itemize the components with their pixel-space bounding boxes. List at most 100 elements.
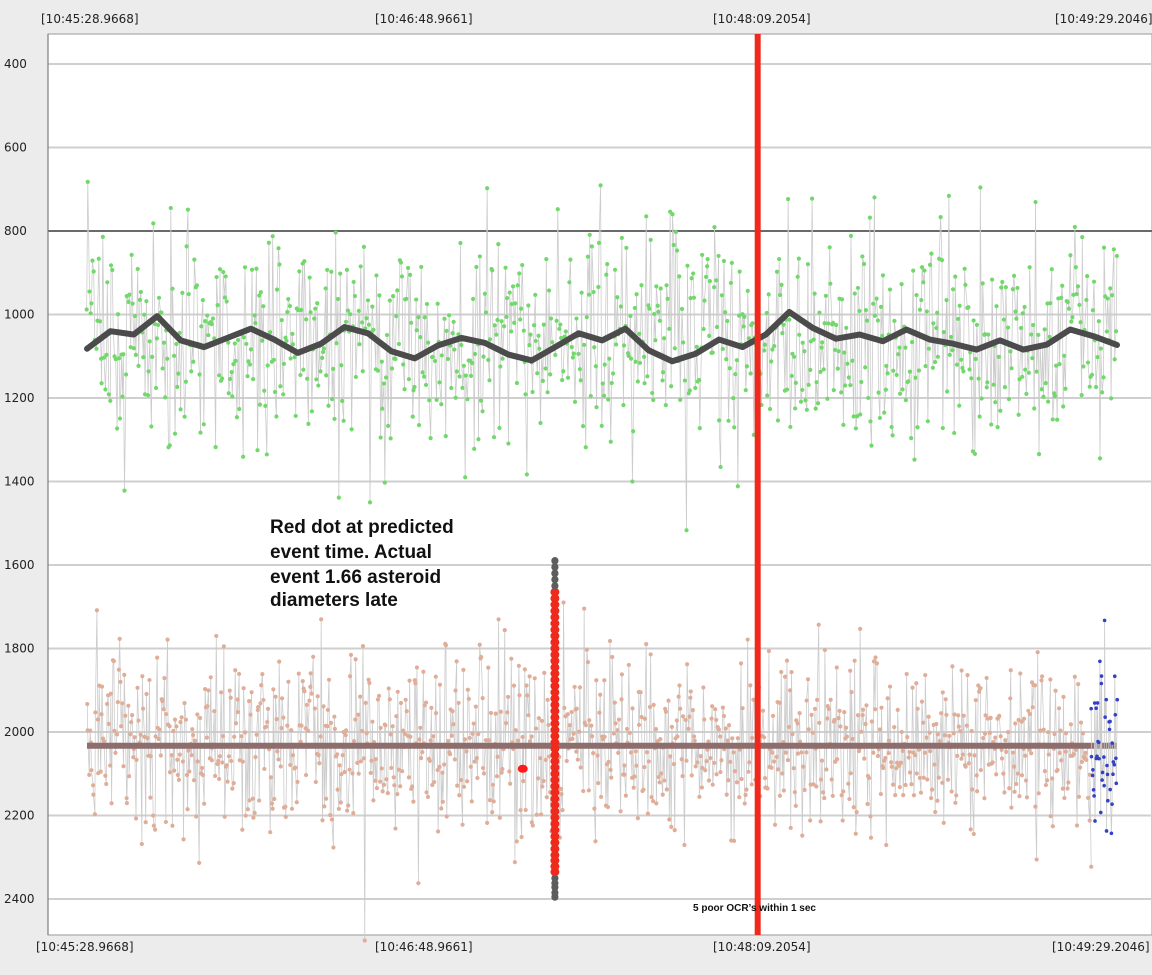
comparison-series-point: [814, 784, 819, 789]
target-series-point: [528, 332, 533, 337]
target-series-point: [447, 313, 452, 318]
target-series-point: [513, 301, 518, 306]
comparison-series-point: [1050, 824, 1055, 829]
comparison-series-point: [104, 781, 109, 787]
target-series-point: [504, 314, 509, 320]
comparison-series-point: [265, 719, 270, 725]
target-series-point: [129, 252, 134, 257]
plot-area: [47, 33, 1152, 936]
target-series-point: [571, 351, 576, 356]
target-series-point: [298, 372, 303, 378]
comparison-series-point: [506, 694, 511, 700]
comparison-series-point: [545, 697, 550, 702]
target-series-point: [386, 423, 391, 428]
comparison-series-point: [1072, 674, 1077, 679]
comparison-series-point: [662, 778, 667, 783]
target-series-point: [329, 269, 334, 274]
comparison-series-point: [1073, 747, 1078, 753]
comparison-series-point: [139, 841, 144, 847]
comparison-series-point: [472, 759, 477, 764]
comparison-series-point: [239, 734, 244, 739]
comparison-series-point: [153, 734, 158, 739]
comparison-series-point: [1019, 773, 1025, 778]
comparison-series-point: [596, 781, 601, 786]
target-series-point: [1006, 397, 1012, 402]
comparison-series-point: [99, 684, 105, 689]
target-series-point: [540, 378, 546, 383]
target-series-point: [969, 376, 974, 381]
comparison-series-point: [163, 819, 168, 825]
target-series-point: [558, 322, 563, 327]
target-series-point: [487, 337, 493, 342]
target-series-point: [593, 364, 598, 369]
target-series-point: [343, 319, 349, 324]
target-series-point: [389, 366, 395, 371]
target-series-point: [863, 308, 869, 313]
comparison-series-point: [594, 678, 599, 683]
comparison-series-point: [325, 724, 330, 729]
comparison-series-point: [447, 751, 453, 757]
comparison-series-point: [317, 761, 322, 766]
comparison-series-point: [695, 760, 700, 765]
target-series-point: [1002, 385, 1008, 390]
comparison-series-point: [214, 633, 219, 639]
target-series-point: [1019, 325, 1024, 331]
outside-series-point: [1114, 781, 1119, 786]
comparison-series-point: [577, 685, 583, 690]
target-series-point: [748, 371, 753, 376]
comparison-series-point: [522, 667, 527, 672]
comparison-series-point: [575, 757, 580, 762]
comparison-series-point: [855, 713, 861, 718]
comparison-series-point: [147, 677, 152, 683]
comparison-series-point: [165, 637, 170, 642]
comparison-series-point: [726, 778, 731, 783]
comparison-series-point: [809, 712, 814, 718]
target-series-point: [500, 356, 505, 361]
target-series-point: [332, 416, 337, 422]
comparison-series-point: [869, 719, 874, 724]
comparison-series-point: [626, 662, 631, 668]
target-series-point: [654, 284, 659, 289]
target-series-point: [867, 215, 873, 220]
target-series-point: [860, 254, 865, 259]
comparison-series-point: [874, 661, 880, 666]
comparison-series-point: [911, 793, 917, 798]
comparison-series-point: [388, 732, 393, 737]
comparison-series-point: [886, 738, 892, 743]
comparison-series-point: [561, 600, 566, 605]
target-series-point: [653, 338, 658, 343]
comparison-series-point: [1060, 786, 1065, 791]
target-series-point: [555, 207, 560, 212]
target-series-point: [253, 321, 258, 326]
target-series-point: [353, 374, 358, 380]
event-column-point: [550, 744, 560, 753]
prediction-note-line-4: diameters late: [270, 590, 398, 611]
comparison-series-point: [974, 773, 979, 778]
target-series-point: [420, 370, 425, 375]
comparison-series-point: [402, 731, 408, 737]
comparison-series-point: [613, 721, 618, 726]
comparison-series-point: [512, 860, 517, 865]
comparison-series-point: [183, 717, 189, 722]
target-series-point: [474, 264, 479, 270]
comparison-series-point: [536, 716, 542, 721]
target-series-point: [1030, 356, 1035, 361]
target-series-point: [1112, 357, 1117, 362]
target-series-point: [691, 271, 696, 276]
event-column-point: [550, 819, 560, 829]
target-series-point: [568, 257, 573, 262]
comparison-series-point: [745, 637, 750, 642]
ocr-note: 5 poor OCR’s within 1 sec: [693, 903, 816, 914]
comparison-series-point: [1066, 780, 1071, 785]
comparison-series-point: [461, 784, 467, 789]
target-series-point: [884, 363, 889, 369]
comparison-series-point: [403, 697, 408, 702]
target-series-point: [679, 306, 685, 312]
comparison-series-point: [633, 749, 638, 754]
comparison-series-point: [672, 828, 677, 833]
target-series-point: [145, 393, 151, 398]
target-series-point: [91, 269, 96, 274]
target-series-point: [366, 322, 372, 327]
comparison-series-point: [541, 778, 546, 784]
comparison-series-point: [743, 792, 748, 798]
